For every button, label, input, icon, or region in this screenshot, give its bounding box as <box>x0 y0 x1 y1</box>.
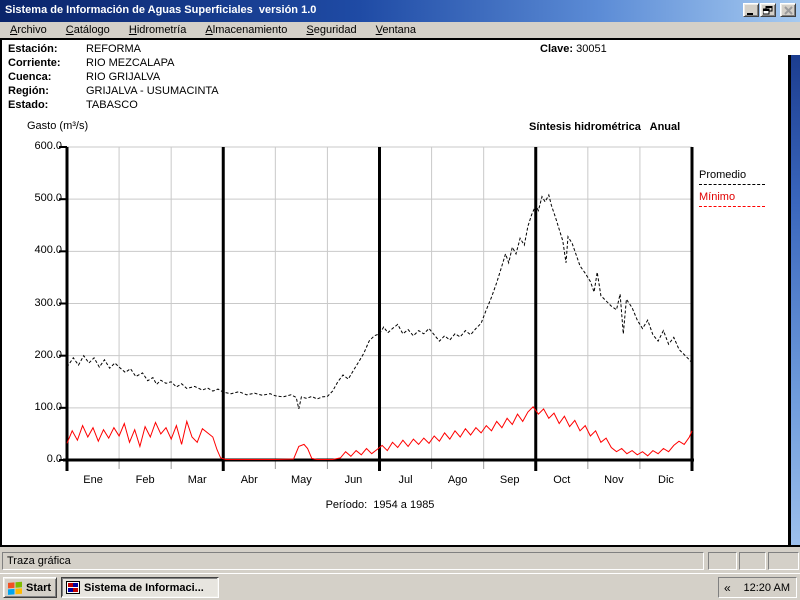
app-icon <box>66 581 80 594</box>
x-tick-label: Feb <box>135 474 155 486</box>
station-row: Estación: REFORMA <box>8 43 141 56</box>
system-tray: « 12:20 AM <box>718 577 797 598</box>
restore-button[interactable] <box>760 3 776 17</box>
legend-promedio-label: Promedio <box>699 169 747 181</box>
window-edge-strip <box>791 55 800 545</box>
estacion-value: REFORMA <box>86 43 141 55</box>
station-row: Corriente: RIO MEZCALAPA <box>8 57 174 70</box>
period-label: Período: 1954 a 1985 <box>325 499 435 511</box>
windows-logo-icon <box>8 581 22 595</box>
tray-chevron[interactable]: « <box>724 580 731 595</box>
clave-field: Clave: 30051 <box>540 43 607 56</box>
estado-value: TABASCO <box>86 99 138 111</box>
close-icon <box>783 5 793 15</box>
main-content: Estación: REFORMA Corriente: RIO MEZCALAPA… <box>0 40 800 545</box>
restore-icon <box>763 5 773 14</box>
estacion-label: Estación: <box>8 43 58 55</box>
cuenca-value: RIO GRIJALVA <box>86 71 161 83</box>
menubar: Archivo Catálogo Hidrometría Almacenamie… <box>0 22 800 38</box>
start-button[interactable]: Start <box>3 577 57 598</box>
y-tick-label: 300.0 <box>34 296 62 309</box>
taskbar-clock: 12:20 AM <box>743 581 790 594</box>
task-label: Sistema de Informaci... <box>84 581 204 594</box>
x-tick-label: Oct <box>553 474 571 486</box>
statusbar: Traza gráfica <box>0 545 800 573</box>
minimize-button[interactable] <box>743 3 759 17</box>
clave-value: 30051 <box>576 43 607 55</box>
x-tick-label: Sep <box>499 474 520 486</box>
corriente-label: Corriente: <box>8 57 61 69</box>
hydrograph-canvas <box>59 146 694 471</box>
chart-title: Síntesis hidrométrica Anual <box>529 121 681 133</box>
x-tick-label: Ago <box>447 474 468 486</box>
menu-item-archivo[interactable]: Archivo <box>10 24 47 36</box>
clave-label: Clave: <box>540 43 574 55</box>
region-value: GRIJALVA - USUMACINTA <box>86 85 219 97</box>
x-tick-label: Dic <box>658 474 674 486</box>
y-tick-label: 100.0 <box>34 400 62 413</box>
y-tick-label: 0.0 <box>46 453 62 465</box>
legend: Promedio Mínimo <box>699 169 771 207</box>
legend-minimo-label: Mínimo <box>699 191 736 203</box>
taskbar: Start Sistema de Informaci... « 12:20 AM <box>0 573 800 600</box>
legend-promedio-line-sample <box>699 184 765 185</box>
status-pane <box>739 552 766 570</box>
station-row: Región: GRIJALVA - USUMACINTA <box>8 85 219 98</box>
region-label: Región: <box>8 85 49 97</box>
menu-item-catalogo[interactable]: Catálogo <box>65 24 110 36</box>
titlebar: Sistema de Información de Aguas Superfic… <box>0 0 800 22</box>
start-label: Start <box>26 581 52 594</box>
window-title: Sistema de Información de Aguas Superfic… <box>5 4 317 16</box>
minimize-icon <box>747 12 753 15</box>
close-button[interactable] <box>780 3 796 17</box>
y-tick-label: 500.0 <box>34 192 62 205</box>
x-tick-label: Jul <box>398 474 413 486</box>
menu-item-hidrometria[interactable]: Hidrometría <box>128 24 187 36</box>
menu-separator <box>0 38 800 40</box>
station-row: Cuenca: RIO GRIJALVA <box>8 71 160 84</box>
x-tick-label: Mar <box>187 474 207 486</box>
x-tick-label: Nov <box>604 474 624 486</box>
cuenca-label: Cuenca: <box>8 71 52 83</box>
station-row: Estado: TABASCO <box>8 99 138 112</box>
status-text-pane: Traza gráfica <box>2 552 704 570</box>
y-tick-label: 400.0 <box>34 244 62 257</box>
menu-item-almacenamiento[interactable]: Almacenamiento <box>205 24 288 36</box>
status-pane <box>708 552 737 570</box>
x-tick-label: Abr <box>240 474 258 486</box>
x-tick-label: May <box>290 474 312 486</box>
legend-minimo-line-sample <box>699 206 765 207</box>
x-tick-label: Ene <box>83 474 103 486</box>
menu-item-ventana[interactable]: Ventana <box>375 24 417 36</box>
status-pane <box>768 552 799 570</box>
content-right-border <box>788 55 791 545</box>
menu-item-seguridad[interactable]: Seguridad <box>306 24 357 36</box>
taskbar-task-button[interactable]: Sistema de Informaci... <box>61 577 219 598</box>
x-tick-label: Jun <box>344 474 363 486</box>
y-tick-label: 600.0 <box>34 140 62 152</box>
status-text: Traza gráfica <box>7 555 71 567</box>
corriente-value: RIO MEZCALAPA <box>86 57 175 69</box>
y-axis-title: Gasto (m³/s) <box>27 120 89 132</box>
estado-label: Estado: <box>8 99 49 111</box>
y-tick-label: 200.0 <box>34 348 62 361</box>
